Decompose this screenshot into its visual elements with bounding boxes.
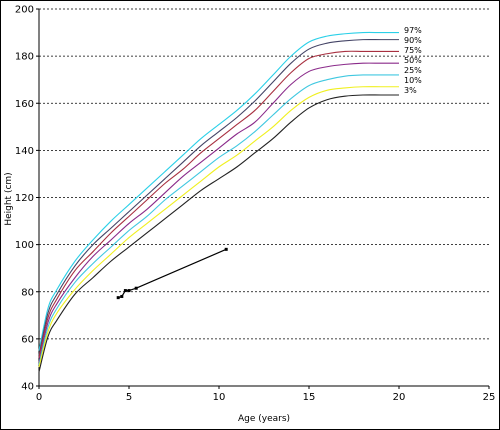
patient-point [120, 294, 124, 298]
y-axis-title: Height (cm) [4, 172, 14, 225]
patient-point [116, 296, 120, 300]
patient-point [224, 247, 228, 251]
percentile-curve-10 [38, 86, 399, 368]
percentile-label-75: 75% [404, 46, 422, 55]
patient-point [123, 289, 127, 293]
percentile-label-3: 3% [404, 86, 417, 95]
x-tick-label: 5 [126, 392, 132, 403]
y-tick-label: 200 [15, 5, 34, 16]
y-tick-label: 60 [21, 334, 34, 345]
percentile-curve-97 [38, 31, 399, 351]
y-tick-label: 180 [15, 52, 34, 63]
y-tick-label: 100 [15, 240, 34, 251]
grid-lines [39, 8, 489, 340]
percentile-label-90: 90% [404, 36, 422, 45]
patient-measurements [116, 247, 228, 300]
y-tick-label: 120 [15, 193, 34, 204]
y-tick-label: 140 [15, 146, 34, 157]
percentile-curve-75 [38, 50, 399, 358]
percentile-label-50: 50% [404, 56, 422, 65]
y-tick-label: 80 [21, 287, 34, 298]
y-tick-label: 160 [15, 99, 34, 110]
patient-point [127, 289, 131, 293]
percentile-labels: 97%90%75%50%25%10%3% [404, 26, 422, 95]
x-tick-label: 10 [213, 392, 226, 403]
x-tick-label: 20 [393, 392, 406, 403]
y-tick-labels: 40 60 80 100 120 140 160 180 200 [15, 5, 34, 393]
x-tick-label: 15 [303, 392, 316, 403]
x-axis-title: Age (years) [238, 414, 290, 424]
patient-point [134, 286, 138, 290]
x-tick-labels: 0 5 10 15 20 25 [36, 392, 496, 403]
percentile-curve-3 [38, 94, 399, 372]
axes [36, 8, 490, 389]
percentile-label-10: 10% [404, 76, 422, 85]
percentile-curve-90 [38, 38, 399, 356]
x-tick-label: 25 [483, 392, 496, 403]
percentile-curve-25 [38, 74, 399, 365]
patient-line [118, 248, 227, 299]
x-tick-label: 0 [36, 392, 42, 403]
percentile-curve-50 [38, 62, 400, 363]
percentile-label-25: 25% [404, 66, 422, 75]
percentile-curves [38, 31, 400, 372]
y-tick-label: 40 [21, 382, 34, 393]
percentile-label-97: 97% [404, 26, 422, 35]
